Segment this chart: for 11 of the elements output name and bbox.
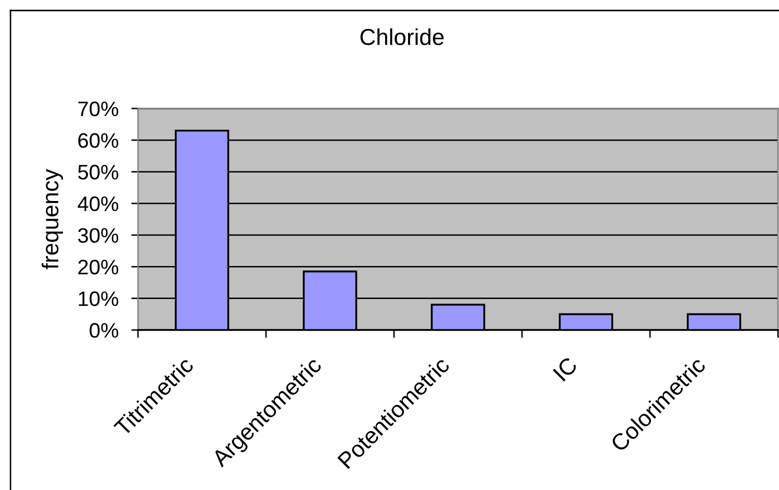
y-tick-label: 40% <box>78 196 118 212</box>
y-tick-label: 20% <box>78 260 118 274</box>
y-axis-title: frequency <box>42 168 63 270</box>
y-tick-label: 60% <box>78 133 118 148</box>
y-tick-label: 10% <box>78 291 118 306</box>
y-tick-label: 30% <box>78 228 118 243</box>
y-tick-label: 50% <box>78 164 118 180</box>
y-tick-label: 70% <box>78 102 118 116</box>
chart-title: Chloride <box>360 28 444 46</box>
y-tick-label: 0% <box>90 323 118 338</box>
x-tick-label: IC <box>552 356 578 382</box>
